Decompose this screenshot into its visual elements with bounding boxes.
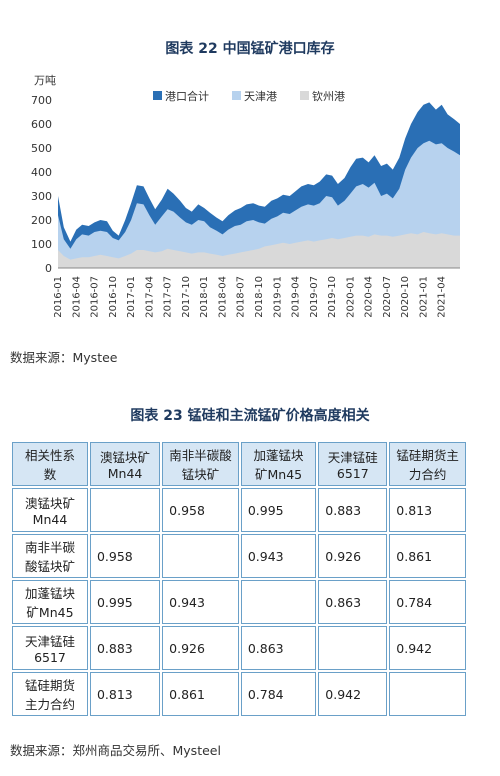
- table-cell: 0.995: [89, 580, 161, 624]
- table-cell: 0.942: [318, 672, 388, 716]
- x-tick-label: 2020-01: [345, 276, 356, 318]
- x-tick-label: 2020-07: [382, 276, 393, 318]
- x-tick-label: 2018-10: [254, 276, 265, 318]
- x-tick-label: 2017-07: [163, 276, 174, 318]
- inventory-area-chart: 万吨 0 100 200 300 400 500 600 700 2016-01 2016-04 20…: [31, 74, 460, 318]
- column-header: 锰硅期货主力合约: [389, 442, 466, 486]
- table-cell: 0.861: [389, 534, 466, 578]
- area-series-3: [58, 232, 460, 268]
- chart-source: 数据来源：Mystee: [10, 350, 118, 365]
- x-tick-label: 2016-07: [90, 276, 101, 318]
- x-tick-label: 2019-04: [291, 276, 302, 318]
- y-tick-label: 0: [45, 262, 52, 275]
- legend-swatch: [300, 91, 309, 100]
- y-axis-unit-label: 万吨: [34, 74, 56, 87]
- legend-swatch: [232, 91, 241, 100]
- table-cell: 0.863: [318, 580, 388, 624]
- table-row: 锰硅期货主力合约 0.813 0.861 0.784 0.942: [12, 672, 466, 716]
- table-cell: [389, 672, 466, 716]
- x-tick-label: 2016-04: [71, 276, 82, 318]
- table-cell: 0.926: [162, 626, 239, 670]
- table-cell: [318, 626, 388, 670]
- table-cell: 0.813: [389, 488, 466, 532]
- table-row: 澳锰块矿Mn44 0.958 0.995 0.883 0.813: [12, 488, 466, 532]
- row-header: 澳锰块矿Mn44: [12, 488, 88, 532]
- table-header-row: 相关性系数 澳锰块矿Mn44 南非半碳酸锰块矿 加蓬锰块矿Mn45 天津锰硅65…: [12, 442, 466, 486]
- x-tick-label: 2016-10: [108, 276, 119, 318]
- table-cell: [240, 580, 317, 624]
- x-tick-label: 2017-04: [144, 276, 155, 318]
- table-cell: [89, 488, 161, 532]
- x-tick-label: 2016-01: [53, 276, 64, 318]
- x-tick-label: 2019-01: [272, 276, 283, 318]
- legend-label: 港口合计: [165, 89, 209, 103]
- table-cell: 0.813: [89, 672, 161, 716]
- legend-swatch: [153, 91, 162, 100]
- x-tick-label: 2018-04: [218, 276, 229, 318]
- x-tick-label: 2021-01: [419, 276, 430, 318]
- legend-label: 天津港: [244, 90, 277, 103]
- table-row: 天津锰硅6517 0.883 0.926 0.863 0.942: [12, 626, 466, 670]
- corner-header: 相关性系数: [12, 442, 88, 486]
- table-cell: 0.943: [240, 534, 317, 578]
- table-cell: 0.883: [89, 626, 161, 670]
- table-row: 南非半碳酸锰块矿 0.958 0.943 0.926 0.861: [12, 534, 466, 578]
- y-tick-label: 100: [31, 238, 52, 251]
- table-title: 图表 23 锰硅和主流锰矿价格高度相关: [130, 408, 370, 424]
- correlation-table: 相关性系数 澳锰块矿Mn44 南非半碳酸锰块矿 加蓬锰块矿Mn45 天津锰硅65…: [10, 440, 468, 718]
- x-tick-label: 2019-10: [327, 276, 338, 318]
- table-cell: [162, 534, 239, 578]
- y-tick-label: 700: [31, 94, 52, 107]
- x-tick-label: 2019-07: [309, 276, 320, 318]
- table-source: 数据来源：郑州商品交易所、Mysteel: [10, 743, 221, 758]
- column-header: 天津锰硅6517: [318, 442, 388, 486]
- x-tick-label: 2020-10: [400, 276, 411, 318]
- table-cell: 0.883: [318, 488, 388, 532]
- column-header: 南非半碳酸锰块矿: [162, 442, 239, 486]
- legend-label: 钦州港: [312, 90, 345, 103]
- y-tick-label: 500: [31, 142, 52, 155]
- row-header: 南非半碳酸锰块矿: [12, 534, 88, 578]
- y-tick-label: 300: [31, 190, 52, 203]
- y-tick-label: 400: [31, 166, 52, 179]
- row-header: 加蓬锰块矿Mn45: [12, 580, 88, 624]
- table-cell: 0.943: [162, 580, 239, 624]
- table-cell: 0.863: [240, 626, 317, 670]
- chart-title: 图表 22 中国锰矿港口库存: [165, 41, 335, 57]
- x-tick-label: 2018-01: [199, 276, 210, 318]
- row-header: 天津锰硅6517: [12, 626, 88, 670]
- table-cell: 0.861: [162, 672, 239, 716]
- x-tick-label: 2017-01: [126, 276, 137, 318]
- y-tick-label: 200: [31, 214, 52, 227]
- table-cell: 0.784: [240, 672, 317, 716]
- table-cell: 0.942: [389, 626, 466, 670]
- column-header: 澳锰块矿Mn44: [89, 442, 161, 486]
- x-tick-label: 2020-04: [364, 276, 375, 318]
- row-header: 锰硅期货主力合约: [12, 672, 88, 716]
- x-tick-label: 2018-07: [236, 276, 247, 318]
- x-tick-label: 2021-04: [437, 276, 448, 318]
- column-header: 加蓬锰块矿Mn45: [240, 442, 317, 486]
- y-tick-label: 600: [31, 118, 52, 131]
- table-cell: 0.926: [318, 534, 388, 578]
- table-cell: 0.958: [89, 534, 161, 578]
- table-cell: 0.784: [389, 580, 466, 624]
- table-cell: 0.958: [162, 488, 239, 532]
- table-row: 加蓬锰块矿Mn45 0.995 0.943 0.863 0.784: [12, 580, 466, 624]
- table-cell: 0.995: [240, 488, 317, 532]
- x-tick-label: 2017-10: [181, 276, 192, 318]
